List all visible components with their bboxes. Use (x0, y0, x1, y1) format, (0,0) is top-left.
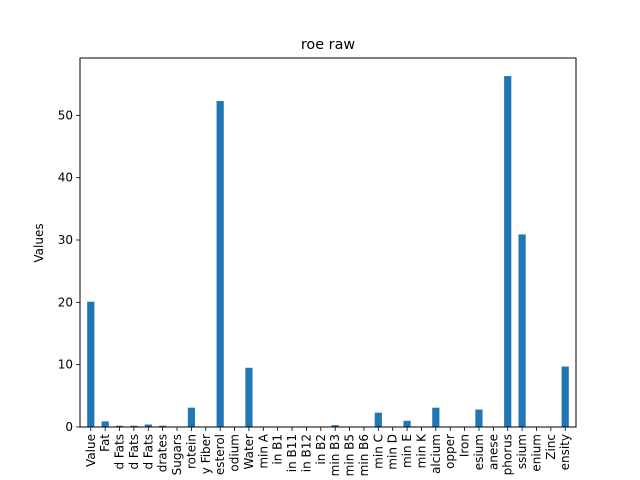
y-tick-label-4: 40 (58, 171, 73, 185)
x-tick-label-5: drates (156, 434, 170, 472)
bar-7 (187, 407, 196, 427)
x-tick-label-24: alcium (429, 434, 443, 474)
bars-group (87, 76, 569, 427)
x-tick-label-33: ensity (558, 434, 572, 470)
x-tick-label-29: phorus (501, 434, 515, 475)
y-tick-label-3: 30 (58, 233, 73, 247)
bar-33 (561, 366, 569, 427)
bar-22 (403, 420, 411, 427)
bar-11 (245, 367, 253, 427)
x-tick-label-0: Value (84, 434, 98, 467)
chart-title: roe raw (301, 37, 356, 53)
bar-2 (115, 425, 124, 427)
x-tick-label-10: odium (228, 434, 242, 472)
x-tick-label-7: rotein (184, 434, 198, 469)
x-tick-label-18: min B5 (343, 434, 357, 476)
bar-30 (518, 234, 526, 427)
y-ticks-group: 0 10 20 30 40 50 (58, 108, 80, 434)
y-tick-label-5: 50 (58, 108, 73, 122)
bar-0 (87, 301, 95, 427)
bar-24 (432, 407, 440, 427)
plot-frame (79, 57, 577, 428)
x-tick-label-26: Iron (458, 434, 472, 457)
x-tick-label-31: enium (529, 434, 543, 472)
x-tick-label-14: in B11 (285, 434, 299, 472)
x-tick-label-22: min E (400, 434, 414, 468)
bar-5 (159, 425, 167, 427)
x-tick-label-32: Zinc (544, 434, 558, 460)
x-tick-label-19: min B6 (357, 434, 371, 476)
y-tick-label-1: 10 (58, 358, 73, 372)
x-tick-label-25: opper (443, 434, 457, 469)
y-tick-label-2: 20 (58, 295, 73, 309)
x-tick-label-21: min D (386, 434, 400, 470)
bar-4 (144, 424, 152, 427)
x-tick-label-28: anese (486, 434, 500, 470)
x-tick-label-8: y Fiber (199, 434, 213, 474)
x-tick-label-2: d Fats (113, 434, 127, 470)
x-tick-label-12: min A (256, 433, 270, 468)
x-ticks-group: Value Fat d Fats d Fats d Fats drates Sugars ro… (84, 427, 572, 476)
x-tick-label-11: Water (242, 434, 256, 470)
x-tick-label-9: esterol (213, 434, 227, 475)
bar-20 (374, 412, 382, 427)
x-tick-label-6: Sugars (170, 434, 184, 475)
x-tick-label-16: in B2 (314, 434, 328, 465)
x-tick-label-4: d Fats (141, 434, 155, 470)
bar-9 (216, 101, 224, 427)
x-tick-label-3: d Fats (127, 434, 141, 470)
bar-27 (475, 409, 483, 427)
y-tick-label-0: 0 (65, 420, 73, 434)
y-axis-label: Values (32, 223, 46, 262)
bar-3 (130, 425, 138, 427)
x-tick-label-1: Fat (98, 434, 112, 452)
x-tick-label-13: in B1 (271, 434, 285, 465)
x-tick-label-23: min K (414, 433, 428, 468)
x-tick-label-20: min C (371, 434, 385, 469)
x-tick-label-17: min B3 (328, 434, 342, 476)
bar-17 (331, 425, 339, 427)
x-tick-label-15: in B12 (299, 434, 313, 472)
x-tick-label-30: ssium (515, 434, 529, 469)
x-tick-label-27: esium (472, 434, 486, 470)
bar-29 (504, 76, 512, 427)
bar-1 (101, 421, 109, 427)
